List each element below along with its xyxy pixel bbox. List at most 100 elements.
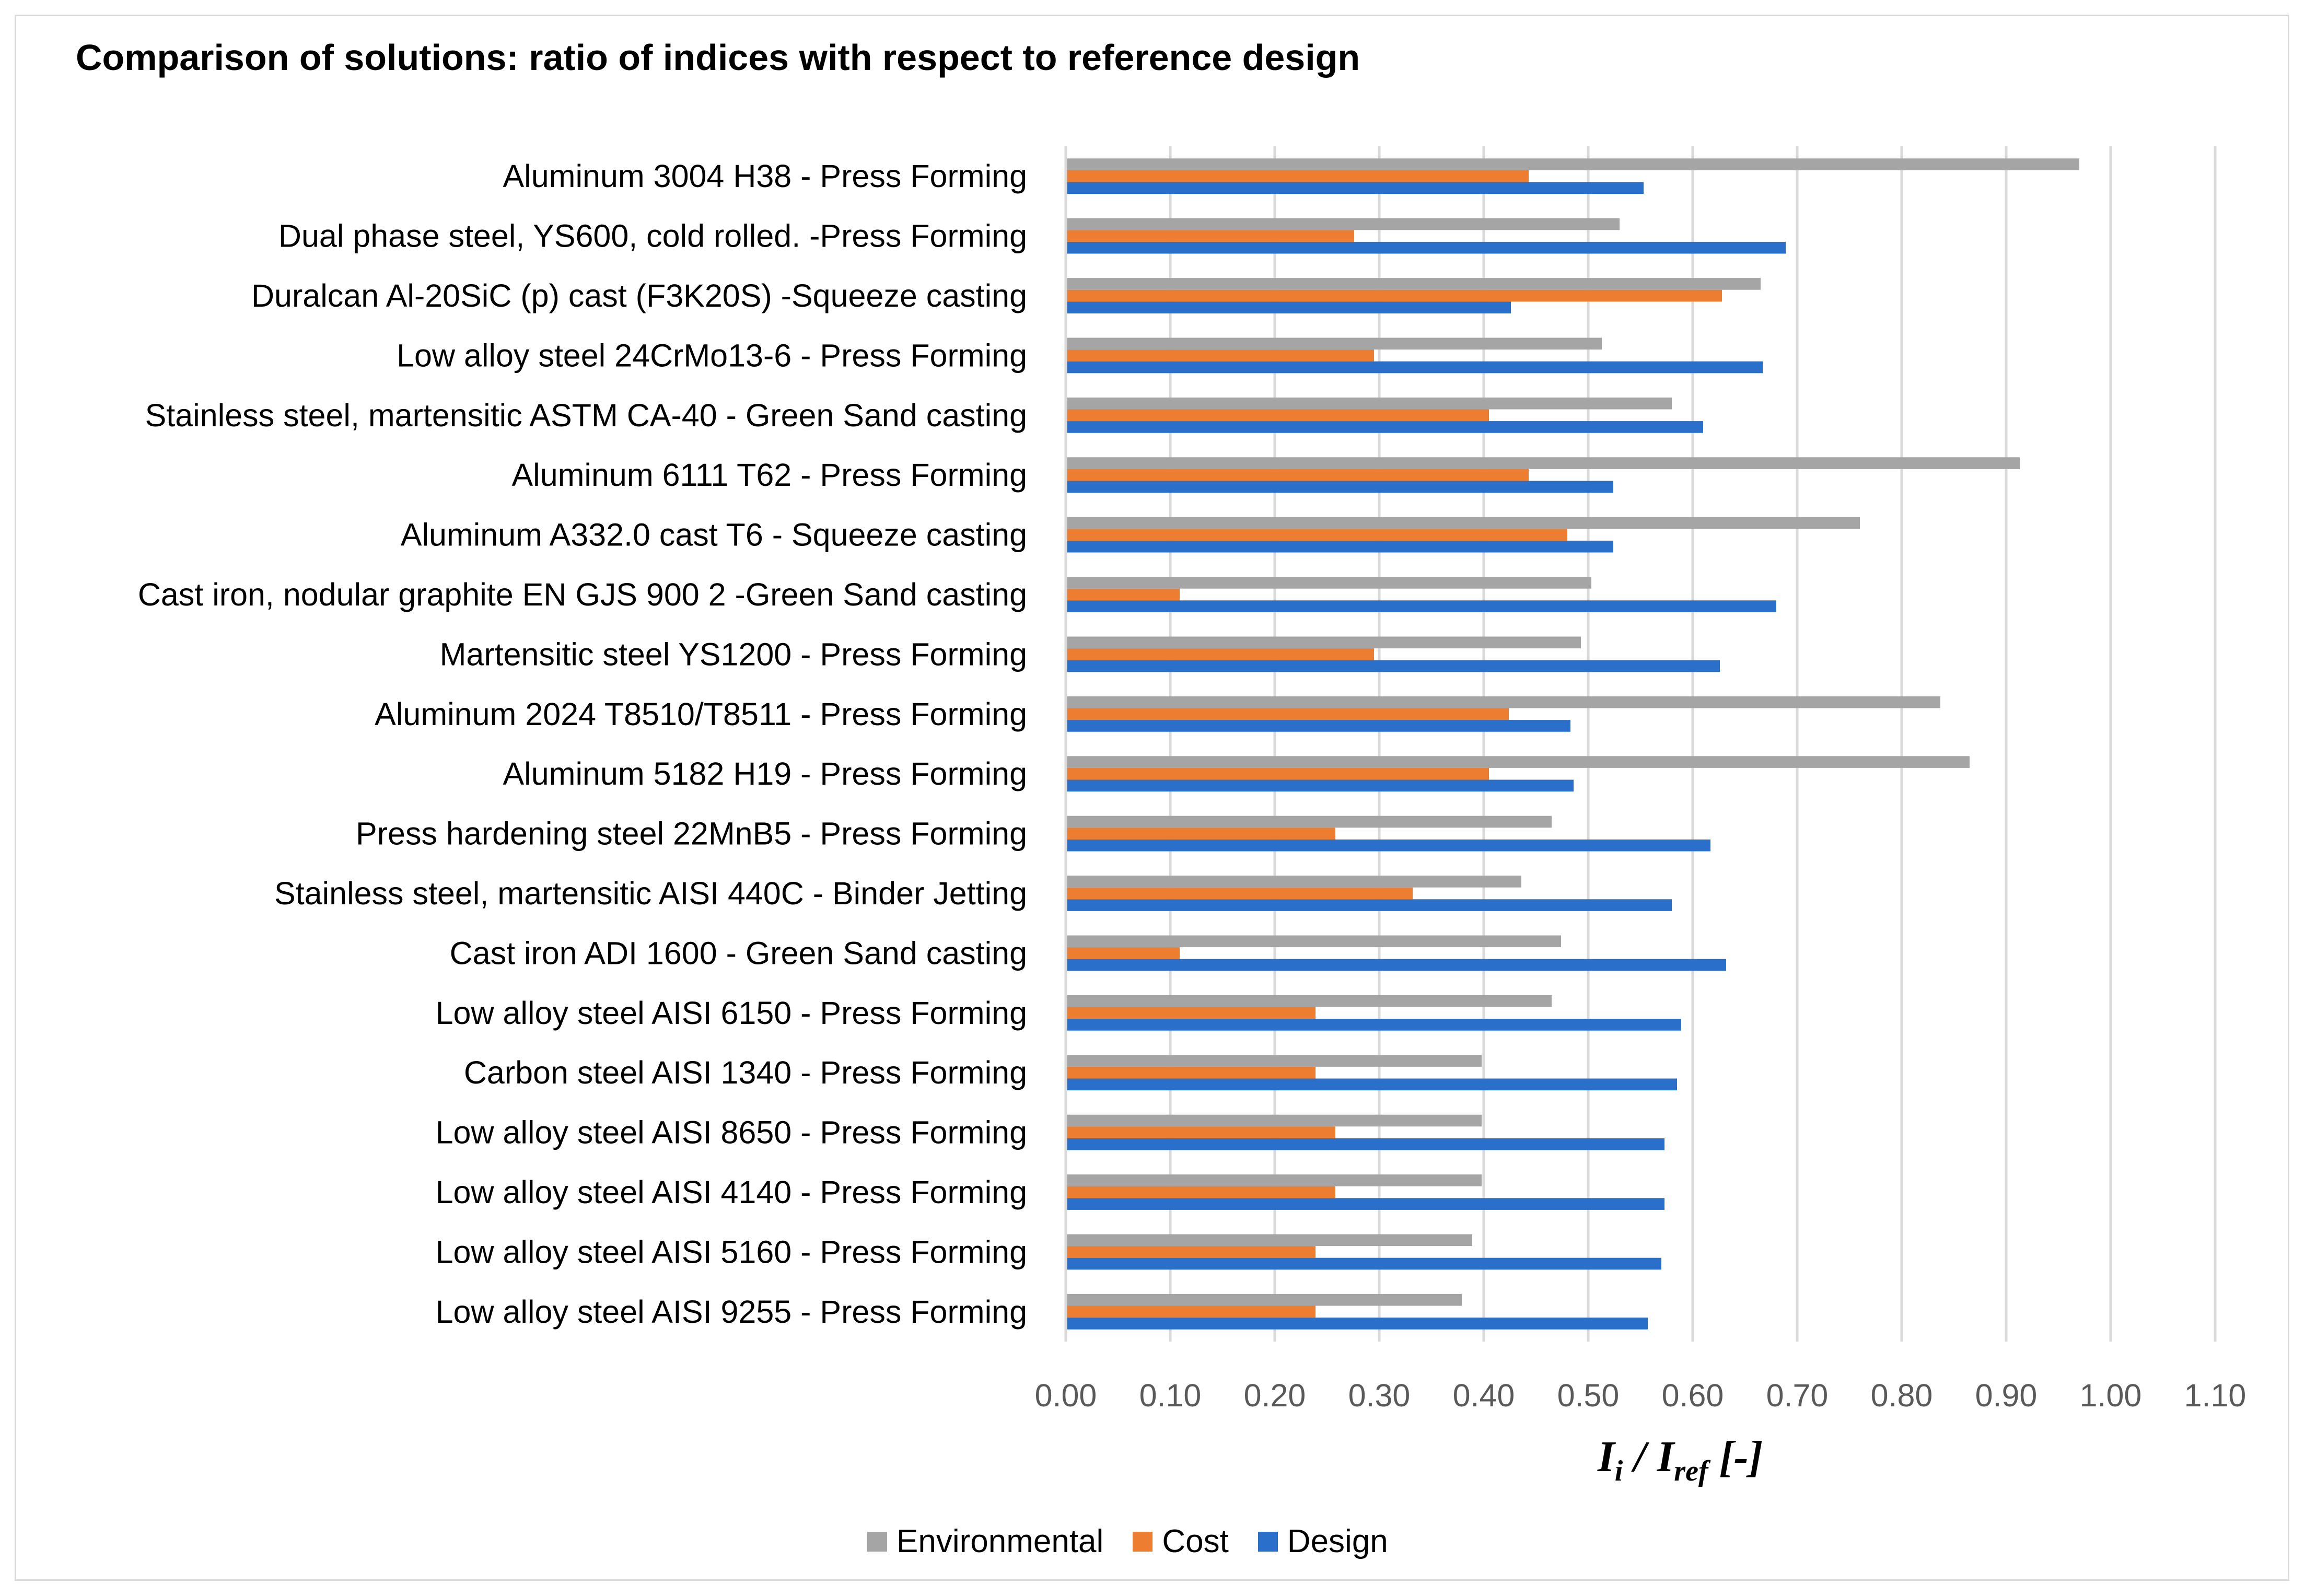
bar-design[interactable] <box>1066 779 1574 792</box>
bar-environmental[interactable] <box>1066 636 1581 649</box>
bar-design[interactable] <box>1066 720 1570 732</box>
bar-design[interactable] <box>1066 1198 1664 1210</box>
bars <box>1066 158 2079 1330</box>
bar-cost[interactable] <box>1066 529 1567 541</box>
bar-environmental[interactable] <box>1066 995 1552 1007</box>
x-tick-label: 0.50 <box>1557 1378 1620 1413</box>
legend-swatch-environmental <box>867 1531 887 1552</box>
bar-cost[interactable] <box>1066 1126 1335 1138</box>
bar-environmental[interactable] <box>1066 218 1620 230</box>
legend-item-cost[interactable]: Cost <box>1133 1523 1229 1560</box>
bar-design[interactable] <box>1066 839 1710 852</box>
bar-cost[interactable] <box>1066 1246 1316 1258</box>
bar-cost[interactable] <box>1066 828 1335 840</box>
bar-cost[interactable] <box>1066 289 1722 302</box>
bar-environmental[interactable] <box>1066 158 2079 170</box>
bar-cost[interactable] <box>1066 588 1180 601</box>
category-label: Low alloy steel AISI 9255 - Press Formin… <box>436 1294 1027 1330</box>
category-label: Low alloy steel AISI 4140 - Press Formin… <box>436 1174 1027 1210</box>
bar-cost[interactable] <box>1066 1007 1316 1019</box>
bar-cost[interactable] <box>1066 469 1529 481</box>
bar-design[interactable] <box>1066 481 1613 493</box>
category-label: Low alloy steel AISI 8650 - Press Formin… <box>436 1115 1027 1150</box>
category-label: Stainless steel, martensitic AISI 440C -… <box>274 876 1027 911</box>
bar-design[interactable] <box>1066 600 1776 612</box>
bar-design[interactable] <box>1066 1078 1677 1091</box>
bar-design[interactable] <box>1066 361 1763 374</box>
bar-design[interactable] <box>1066 182 1644 194</box>
category-label: Low alloy steel 24CrMo13-6 - Press Formi… <box>397 337 1027 373</box>
legend-label-environmental: Environmental <box>897 1523 1104 1559</box>
category-label: Cast iron, nodular graphite EN GJS 900 2… <box>138 577 1027 612</box>
bar-design[interactable] <box>1066 421 1703 433</box>
bar-design[interactable] <box>1066 1019 1681 1031</box>
bar-design[interactable] <box>1066 1318 1648 1330</box>
bar-environmental[interactable] <box>1066 517 1860 529</box>
legend-label-design: Design <box>1287 1523 1388 1559</box>
bar-cost[interactable] <box>1066 230 1354 242</box>
x-tick-label: 0.90 <box>1975 1378 2038 1413</box>
bar-environmental[interactable] <box>1066 1294 1462 1306</box>
bar-environmental[interactable] <box>1066 278 1761 290</box>
bar-cost[interactable] <box>1066 648 1374 660</box>
legend-swatch-design <box>1258 1531 1278 1552</box>
category-label: Low alloy steel AISI 5160 - Press Formin… <box>436 1234 1027 1269</box>
x-tick-label: 0.60 <box>1662 1378 1724 1413</box>
x-tick-label: 0.70 <box>1766 1378 1829 1413</box>
bar-environmental[interactable] <box>1066 935 1561 948</box>
bar-environmental[interactable] <box>1066 816 1552 828</box>
legend-swatch-cost <box>1133 1531 1153 1552</box>
x-tick-label: 1.10 <box>2184 1378 2246 1413</box>
bar-cost[interactable] <box>1066 409 1489 422</box>
category-label: Martensitic steel YS1200 - Press Forming <box>440 636 1027 672</box>
bar-design[interactable] <box>1066 959 1726 971</box>
bar-design[interactable] <box>1066 660 1720 672</box>
bar-environmental[interactable] <box>1066 577 1591 589</box>
bar-environmental[interactable] <box>1066 1234 1472 1246</box>
bar-environmental[interactable] <box>1066 397 1672 410</box>
category-label: Aluminum A332.0 cast T6 - Squeeze castin… <box>401 517 1027 553</box>
bar-design[interactable] <box>1066 540 1613 553</box>
bar-design[interactable] <box>1066 899 1672 911</box>
bar-environmental[interactable] <box>1066 876 1521 888</box>
bar-environmental[interactable] <box>1066 756 1970 768</box>
category-label: Stainless steel, martensitic ASTM CA-40 … <box>145 398 1027 433</box>
bar-design[interactable] <box>1066 1257 1661 1270</box>
bar-cost[interactable] <box>1066 350 1374 362</box>
bar-cost[interactable] <box>1066 1186 1335 1198</box>
category-label: Press hardening steel 22MnB5 - Press For… <box>356 816 1027 852</box>
tick-labels: 0.00 0.10 0.20 0.30 0.40 0.50 0.60 0.70 0.80 0.90… <box>1035 1378 2246 1413</box>
bar-cost[interactable] <box>1066 767 1489 780</box>
bar-environmental[interactable] <box>1066 337 1602 350</box>
legend-item-environmental[interactable]: Environmental <box>867 1523 1103 1560</box>
category-label: Low alloy steel AISI 6150 - Press Formin… <box>436 995 1027 1031</box>
category-label: Carbon steel AISI 1340 - Press Forming <box>464 1055 1027 1090</box>
bar-environmental[interactable] <box>1066 1114 1482 1127</box>
bar-environmental[interactable] <box>1066 457 2020 469</box>
bar-cost[interactable] <box>1066 170 1529 182</box>
x-tick-label: 0.80 <box>1871 1378 1933 1413</box>
bar-environmental[interactable] <box>1066 1055 1482 1067</box>
category-label: Dual phase steel, YS600, cold rolled. -P… <box>278 218 1027 254</box>
bar-cost[interactable] <box>1066 887 1413 900</box>
category-label: Aluminum 5182 H19 - Press Forming <box>503 756 1028 791</box>
bar-environmental[interactable] <box>1066 696 1940 708</box>
category-label: Duralcan Al-20SiC (p) cast (F3K20S) -Squ… <box>251 278 1027 313</box>
bar-environmental[interactable] <box>1066 1174 1482 1186</box>
legend-item-design[interactable]: Design <box>1258 1523 1388 1560</box>
bar-cost[interactable] <box>1066 947 1180 959</box>
x-tick-label: 0.40 <box>1453 1378 1515 1413</box>
x-tick-label: 0.20 <box>1244 1378 1306 1413</box>
bar-design[interactable] <box>1066 241 1786 254</box>
legend-label-cost: Cost <box>1162 1523 1229 1559</box>
bar-design[interactable] <box>1066 1138 1664 1150</box>
x-tick-label: 0.30 <box>1348 1378 1411 1413</box>
bar-design[interactable] <box>1066 301 1511 313</box>
bar-cost[interactable] <box>1066 1066 1316 1079</box>
bar-cost[interactable] <box>1066 708 1509 720</box>
x-axis-title: Ii / Iref [-] <box>1598 1432 1763 1487</box>
bar-cost[interactable] <box>1066 1306 1316 1318</box>
x-tick-label: 0.10 <box>1139 1378 1202 1413</box>
gridlines <box>1169 146 2217 1342</box>
